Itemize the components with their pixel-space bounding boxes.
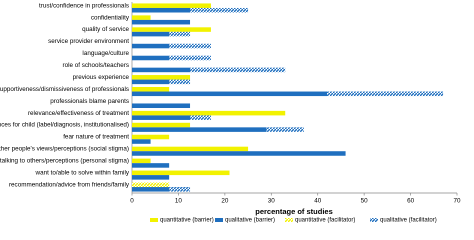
y-tick-label: professionals blame parents bbox=[50, 98, 129, 105]
y-tick-label: confidentiality bbox=[91, 14, 130, 21]
bar bbox=[132, 31, 170, 37]
bar bbox=[132, 27, 211, 32]
bar bbox=[132, 67, 191, 73]
bar bbox=[132, 103, 191, 109]
bar bbox=[132, 163, 170, 168]
y-tick-label: supportiveness/dismissiveness of profess… bbox=[0, 86, 129, 93]
bar bbox=[132, 15, 151, 20]
y-tick-label: quality of service bbox=[82, 26, 129, 33]
x-tick-label: 60 bbox=[407, 198, 415, 205]
bar bbox=[132, 79, 170, 85]
bar bbox=[169, 31, 191, 37]
bar bbox=[190, 115, 211, 120]
bar bbox=[132, 134, 170, 140]
y-tick-label: recommendation/advice from friends/famil… bbox=[9, 181, 130, 188]
bar bbox=[132, 175, 170, 180]
legend-swatch bbox=[285, 218, 293, 222]
y-tick-label: previous experience bbox=[73, 74, 130, 81]
bar bbox=[132, 86, 170, 92]
x-tick-label: 50 bbox=[361, 198, 369, 205]
x-tick-label: 40 bbox=[314, 198, 322, 205]
legend-label: quantitative (facilitator) bbox=[295, 218, 355, 224]
bar bbox=[169, 187, 191, 192]
legend-label: qualitative (barrier) bbox=[225, 218, 275, 224]
bar bbox=[169, 55, 211, 61]
bar bbox=[169, 79, 191, 85]
bar bbox=[132, 139, 151, 144]
bar bbox=[132, 187, 170, 192]
bar bbox=[132, 146, 249, 152]
legend-label: qualitative (facilitator) bbox=[380, 218, 437, 224]
y-tick-label: relevance/effectiveness of treatment bbox=[28, 110, 129, 117]
y-tick-label: discomfort talking to others/perceptions… bbox=[0, 158, 129, 165]
bar bbox=[190, 7, 249, 13]
x-tick-label: 0 bbox=[130, 198, 134, 205]
x-tick-label: 70 bbox=[453, 198, 461, 205]
y-tick-label: want to/able to solve within family bbox=[35, 169, 130, 176]
y-tick-label: trust/confidence in professionals bbox=[39, 2, 129, 9]
x-tick-label: 30 bbox=[268, 198, 276, 205]
bar bbox=[132, 3, 211, 8]
bar bbox=[190, 67, 286, 73]
y-tick-label: service provider environment bbox=[48, 38, 129, 45]
bar bbox=[132, 127, 267, 132]
bar bbox=[132, 110, 286, 116]
chart: percentage of studies 0 10 20 30 40 50 60 70 tru… bbox=[0, 2, 461, 224]
x-tick-label: 20 bbox=[221, 198, 229, 205]
bar bbox=[132, 122, 191, 128]
y-tick-label: fear nature of treatment bbox=[63, 134, 129, 141]
legend-swatch bbox=[150, 218, 158, 222]
legend-swatch bbox=[370, 218, 378, 222]
bar bbox=[132, 19, 191, 25]
bar bbox=[132, 7, 191, 13]
bar bbox=[327, 91, 444, 97]
bar bbox=[169, 43, 211, 49]
bar bbox=[132, 55, 170, 61]
bar bbox=[266, 127, 304, 132]
legend-label: quantitative (barrier) bbox=[160, 218, 214, 224]
bar bbox=[132, 43, 170, 49]
bar bbox=[132, 170, 230, 176]
legend-swatch bbox=[215, 218, 223, 222]
bar bbox=[132, 75, 191, 80]
y-tick-label: other people's views/perceptions (social… bbox=[0, 146, 129, 153]
bar bbox=[132, 182, 170, 188]
bar bbox=[132, 91, 327, 97]
bar bbox=[132, 151, 346, 156]
y-tick-label: consequences for child (label/diagnosis,… bbox=[0, 122, 129, 129]
x-axis-title: percentage of studies bbox=[255, 207, 333, 216]
x-tick-label: 10 bbox=[175, 198, 183, 205]
y-tick-label: role of schools/teachers bbox=[62, 62, 129, 69]
bar bbox=[132, 115, 191, 120]
y-tick-label: language/culture bbox=[82, 50, 129, 57]
bar bbox=[132, 158, 151, 164]
